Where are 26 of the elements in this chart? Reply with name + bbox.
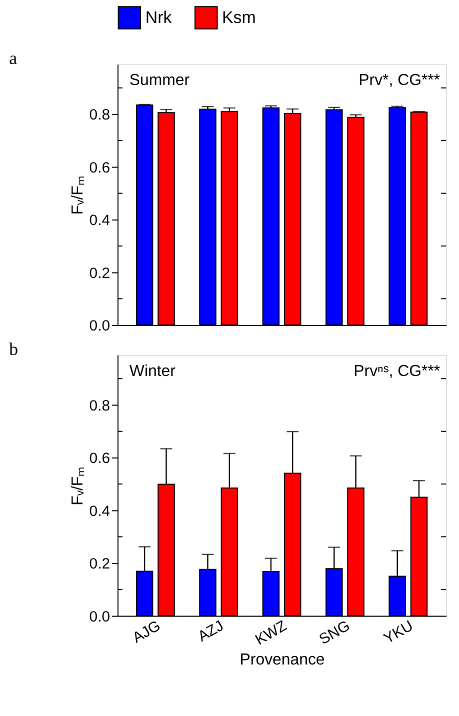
x-tick-label: AZJ xyxy=(195,617,227,646)
x-axis-title: Provenance xyxy=(240,652,325,669)
legend-label: Nrk xyxy=(145,8,172,27)
y-tick-label: 0.8 xyxy=(89,106,110,124)
y-tick-label: 0.6 xyxy=(89,159,110,176)
y-tick-label: 0.4 xyxy=(89,212,110,230)
y-tick-label: 0.0 xyxy=(89,318,110,335)
y-tick-label: 0.0 xyxy=(89,608,110,626)
x-tick-label: YKU xyxy=(381,617,416,648)
x-tick-label: SNG xyxy=(316,617,353,648)
x-tick-label: KWZ xyxy=(252,617,290,649)
chart-title: b xyxy=(9,338,18,359)
x-tick-label: AJG xyxy=(130,617,164,647)
legend-label: Ksm xyxy=(222,8,256,27)
y-tick-label: 0.2 xyxy=(89,264,110,282)
y-tick-label: 0.2 xyxy=(89,556,110,573)
chart-title: a xyxy=(9,48,18,68)
y-tick-label: 0.6 xyxy=(89,450,110,468)
y-axis-title: Fᵥ/Fₘ xyxy=(69,176,86,215)
annotation: Prvⁿˢ, CG*** xyxy=(354,362,440,380)
annotation: Winter xyxy=(129,362,176,380)
y-tick-label: 0.4 xyxy=(89,502,110,520)
annotation: Prv*, CG*** xyxy=(358,72,440,90)
annotation: Summer xyxy=(129,72,190,90)
y-axis-title: Fᵥ/Fₘ xyxy=(69,466,86,506)
y-tick-label: 0.8 xyxy=(89,397,110,414)
